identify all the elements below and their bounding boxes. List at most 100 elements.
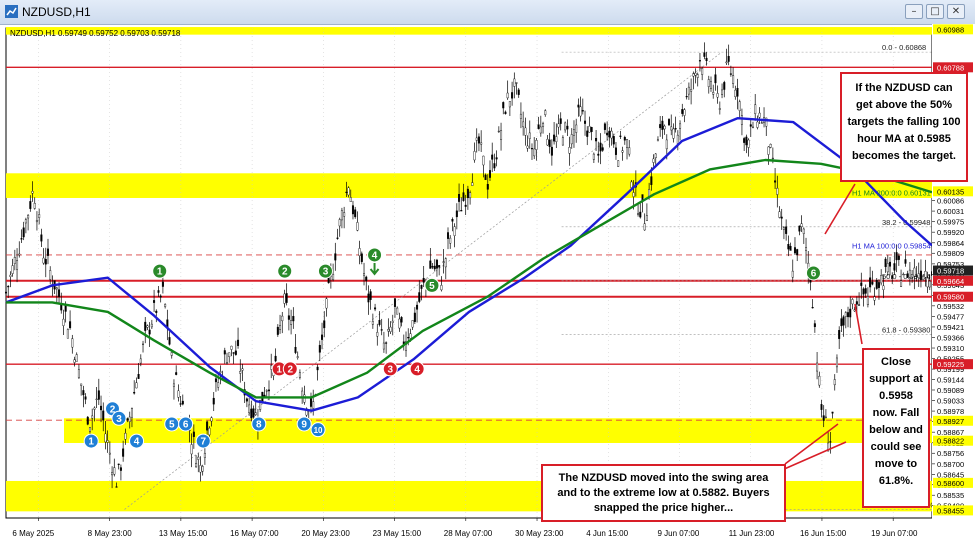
candle-body xyxy=(464,204,467,207)
candle-body xyxy=(661,120,664,130)
candle-body xyxy=(473,151,476,161)
candle-body xyxy=(712,92,715,95)
candle-body xyxy=(181,400,184,405)
candle-body xyxy=(628,147,631,155)
candle-body xyxy=(908,269,911,278)
candle-body xyxy=(285,293,288,303)
candle-body xyxy=(515,82,518,84)
candle-body xyxy=(595,137,598,142)
x-tick-label: 28 May 07:00 xyxy=(444,529,493,538)
candle-body xyxy=(9,274,12,277)
candle-body xyxy=(663,125,666,130)
candle-body xyxy=(486,184,489,190)
candle-body xyxy=(254,412,257,415)
candle-body xyxy=(405,341,408,351)
candle-body xyxy=(493,163,496,169)
candle-body xyxy=(453,226,456,236)
candle-body xyxy=(267,389,270,392)
candle-body xyxy=(360,253,363,262)
candle-body xyxy=(58,289,61,297)
candle-body xyxy=(630,181,633,188)
candle-body xyxy=(106,440,109,443)
candle-body xyxy=(818,375,821,386)
candle-body xyxy=(592,153,595,160)
candle-body xyxy=(413,312,416,322)
price-label: 0.58600 xyxy=(937,479,964,488)
candle-body xyxy=(738,101,741,111)
candle-body xyxy=(153,300,156,303)
minimize-button[interactable]: – xyxy=(905,4,923,19)
candle-body xyxy=(584,120,587,124)
candle-body xyxy=(721,89,724,95)
price-label: 0.58822 xyxy=(937,437,964,446)
candle-body xyxy=(617,160,620,167)
candle-body xyxy=(601,147,604,151)
candle-body xyxy=(524,127,527,136)
y-tick-label: 0.59033 xyxy=(937,397,964,406)
candle-body xyxy=(847,312,850,318)
candle-body xyxy=(46,248,49,256)
ma100-line xyxy=(5,117,933,412)
candle-body xyxy=(192,431,195,437)
candle-body xyxy=(902,273,905,276)
candle-body xyxy=(690,89,693,92)
x-tick-label: 16 May 07:00 xyxy=(230,529,279,538)
badge-label: 4 xyxy=(414,364,420,375)
maximize-button[interactable]: □ xyxy=(926,4,944,19)
candle-body xyxy=(683,109,686,116)
candle-body xyxy=(913,267,916,277)
candle-body xyxy=(621,150,624,153)
candle-body xyxy=(526,145,529,149)
price-chart[interactable]: 0.0 - 0.60868 38.2 - 0.59948 50.0 - 0.5966… xyxy=(0,24,975,550)
candle-body xyxy=(577,104,580,108)
badge-circle xyxy=(129,433,145,449)
candle-body xyxy=(924,271,927,278)
badge-circle xyxy=(152,263,168,279)
candle-body xyxy=(798,225,801,232)
candle-body xyxy=(455,210,458,218)
candle-body xyxy=(497,130,500,133)
candle-body xyxy=(35,219,38,223)
annotation-bottom: The NZDUSD moved into the swing area and… xyxy=(541,464,786,522)
candle-body xyxy=(800,223,803,227)
badge-circle xyxy=(382,361,398,377)
candle-body xyxy=(460,210,463,212)
candle-body xyxy=(60,304,63,311)
candle-body xyxy=(732,75,735,84)
badge-label: 1 xyxy=(157,267,163,278)
candle-body xyxy=(765,117,768,127)
candle-body xyxy=(133,391,136,394)
count-badge-red: 2 xyxy=(282,361,298,377)
candle-body xyxy=(95,398,98,401)
y-tick-label: 0.59920 xyxy=(937,228,964,237)
candle-body xyxy=(73,359,76,363)
candle-body xyxy=(643,223,646,231)
candle-body xyxy=(745,136,748,146)
candle-body xyxy=(599,142,602,152)
badge-label: 2 xyxy=(288,364,294,375)
candle-body xyxy=(369,291,372,300)
candle-body xyxy=(469,192,472,199)
candle-body xyxy=(86,416,89,425)
candle-body xyxy=(228,352,231,357)
candle-body xyxy=(325,298,328,309)
candle-body xyxy=(389,326,392,332)
candle-body xyxy=(475,137,478,141)
candle-body xyxy=(113,467,116,475)
down-arrow-icon xyxy=(369,262,380,276)
close-button[interactable]: ✕ xyxy=(947,4,965,19)
candle-body xyxy=(703,52,706,57)
candle-body xyxy=(155,310,158,313)
candle-body xyxy=(93,407,96,410)
candle-body xyxy=(351,205,354,215)
candle-body xyxy=(579,106,582,117)
badge-circle xyxy=(83,433,99,449)
count-badge-green: 5 xyxy=(424,277,440,293)
price-label-box xyxy=(933,275,973,286)
candle-body xyxy=(588,125,591,133)
count-badge-blue: 5 xyxy=(164,416,180,432)
count-badge-blue: 7 xyxy=(195,433,211,449)
candle-body xyxy=(782,227,785,230)
candle-body xyxy=(522,121,525,128)
candle-body xyxy=(787,243,790,250)
